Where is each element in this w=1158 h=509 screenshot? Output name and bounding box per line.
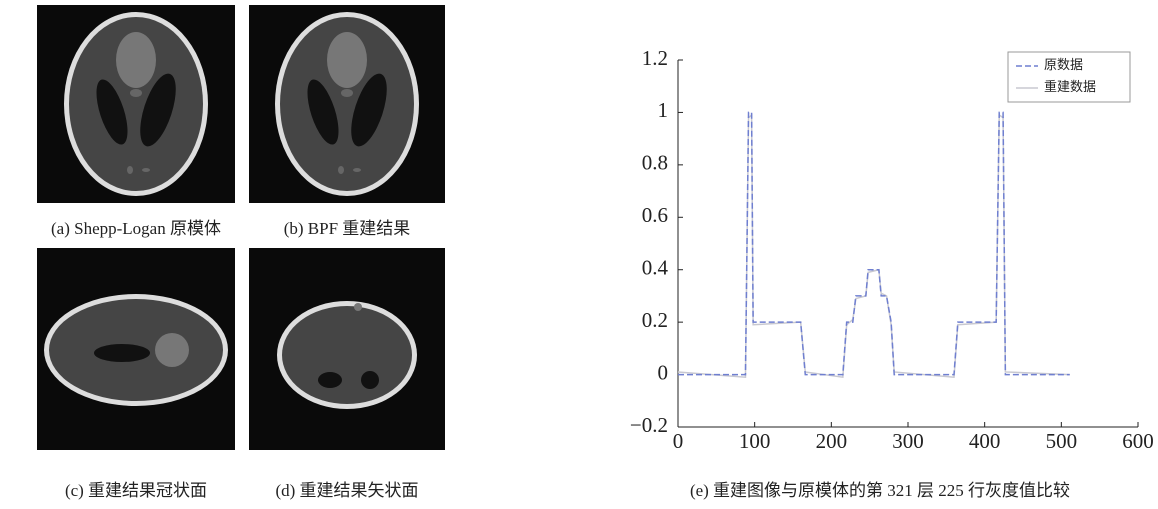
panel-d [249, 248, 445, 450]
figure: (a) Shepp-Logan 原模体 (b) BPF 重建结果 (c) 重建结… [0, 0, 1158, 509]
y-tick-label: 1.2 [642, 46, 668, 70]
x-tick-label: 400 [969, 429, 1001, 453]
x-tick-label: 600 [1122, 429, 1154, 453]
panel-b [249, 5, 445, 203]
chart-caption: (e) 重建图像与原模体的第 321 层 225 行灰度值比较 [690, 481, 1070, 500]
caption: (b) BPF 重建结果 [284, 219, 411, 238]
y-tick-label: 0.4 [642, 256, 669, 280]
y-tick-label: 0 [658, 360, 669, 384]
y-tick-label: 0.2 [642, 308, 668, 332]
series-line [678, 112, 1070, 374]
x-tick-label: 0 [673, 429, 684, 453]
x-tick-label: 300 [892, 429, 924, 453]
x-tick-label: 500 [1046, 429, 1078, 453]
x-tick-label: 100 [739, 429, 771, 453]
x-tick-label: 200 [816, 429, 848, 453]
caption: (c) 重建结果冠状面 [65, 481, 207, 500]
caption: (a) Shepp-Logan 原模体 [51, 219, 221, 238]
legend-label: 重建数据 [1044, 79, 1096, 94]
legend-label: 原数据 [1044, 57, 1083, 72]
y-tick-label: 0.6 [642, 203, 668, 227]
panel-c [37, 248, 235, 450]
y-tick-label: 1 [658, 98, 669, 122]
y-tick-label: 0.8 [642, 151, 668, 175]
series-line [678, 115, 1070, 377]
y-tick-label: −0.2 [630, 413, 668, 437]
panel-a [37, 5, 235, 203]
caption: (d) 重建结果矢状面 [275, 481, 418, 500]
